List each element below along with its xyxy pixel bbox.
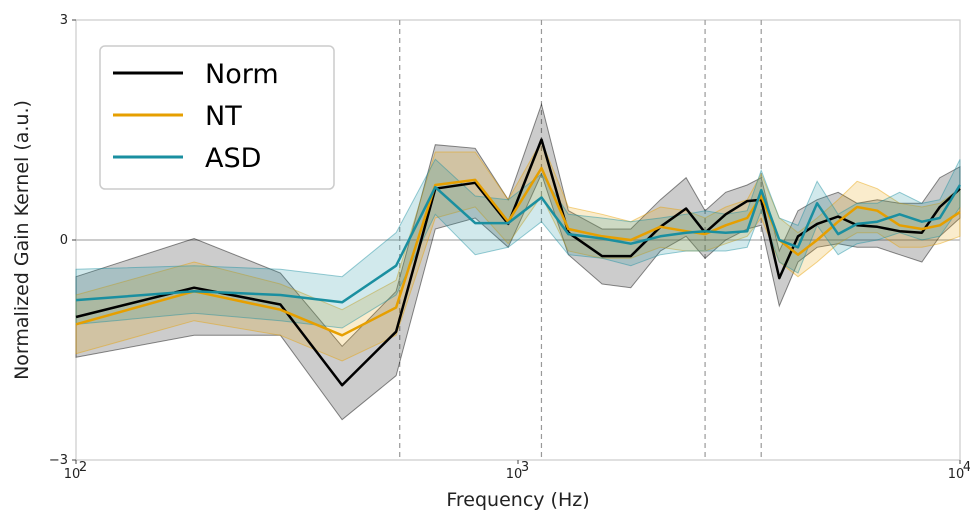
x-tick-label: 10	[506, 467, 523, 482]
asd-band	[75, 158, 961, 329]
nt-band	[75, 139, 961, 362]
x-tick-exponent: 2	[79, 460, 87, 475]
x-tick-exponent: 3	[521, 460, 529, 475]
x-tick-label: 10	[64, 467, 81, 482]
asd-line	[75, 184, 962, 304]
y-tick-label: 0	[60, 233, 68, 248]
series-lines	[75, 138, 962, 387]
y-axis-ticks: −3 0 3	[49, 13, 76, 468]
legend-label-asd: ASD	[205, 143, 261, 174]
legend-box	[99, 45, 335, 190]
legend: Norm NT ASD	[99, 45, 335, 190]
y-axis-label: Normalized Gain Kernel (a.u.)	[11, 100, 33, 380]
y-tick-label: −3	[49, 453, 68, 468]
legend-label-norm: Norm	[205, 59, 279, 90]
norm-band	[75, 102, 961, 421]
confidence-bands	[75, 102, 961, 421]
legend-entries: Norm NT ASD	[113, 59, 279, 174]
reference-lines	[76, 20, 960, 460]
y-tick-label: 3	[60, 13, 68, 28]
plot-area	[75, 19, 962, 461]
x-tick-exponent: 4	[963, 460, 970, 475]
legend-label-nt: NT	[205, 101, 242, 132]
x-tick-label: 10	[948, 467, 965, 482]
x-axis-ticks: 102 103 104	[64, 460, 970, 482]
norm-line	[75, 138, 961, 387]
x-axis-label: Frequency (Hz)	[446, 489, 589, 511]
